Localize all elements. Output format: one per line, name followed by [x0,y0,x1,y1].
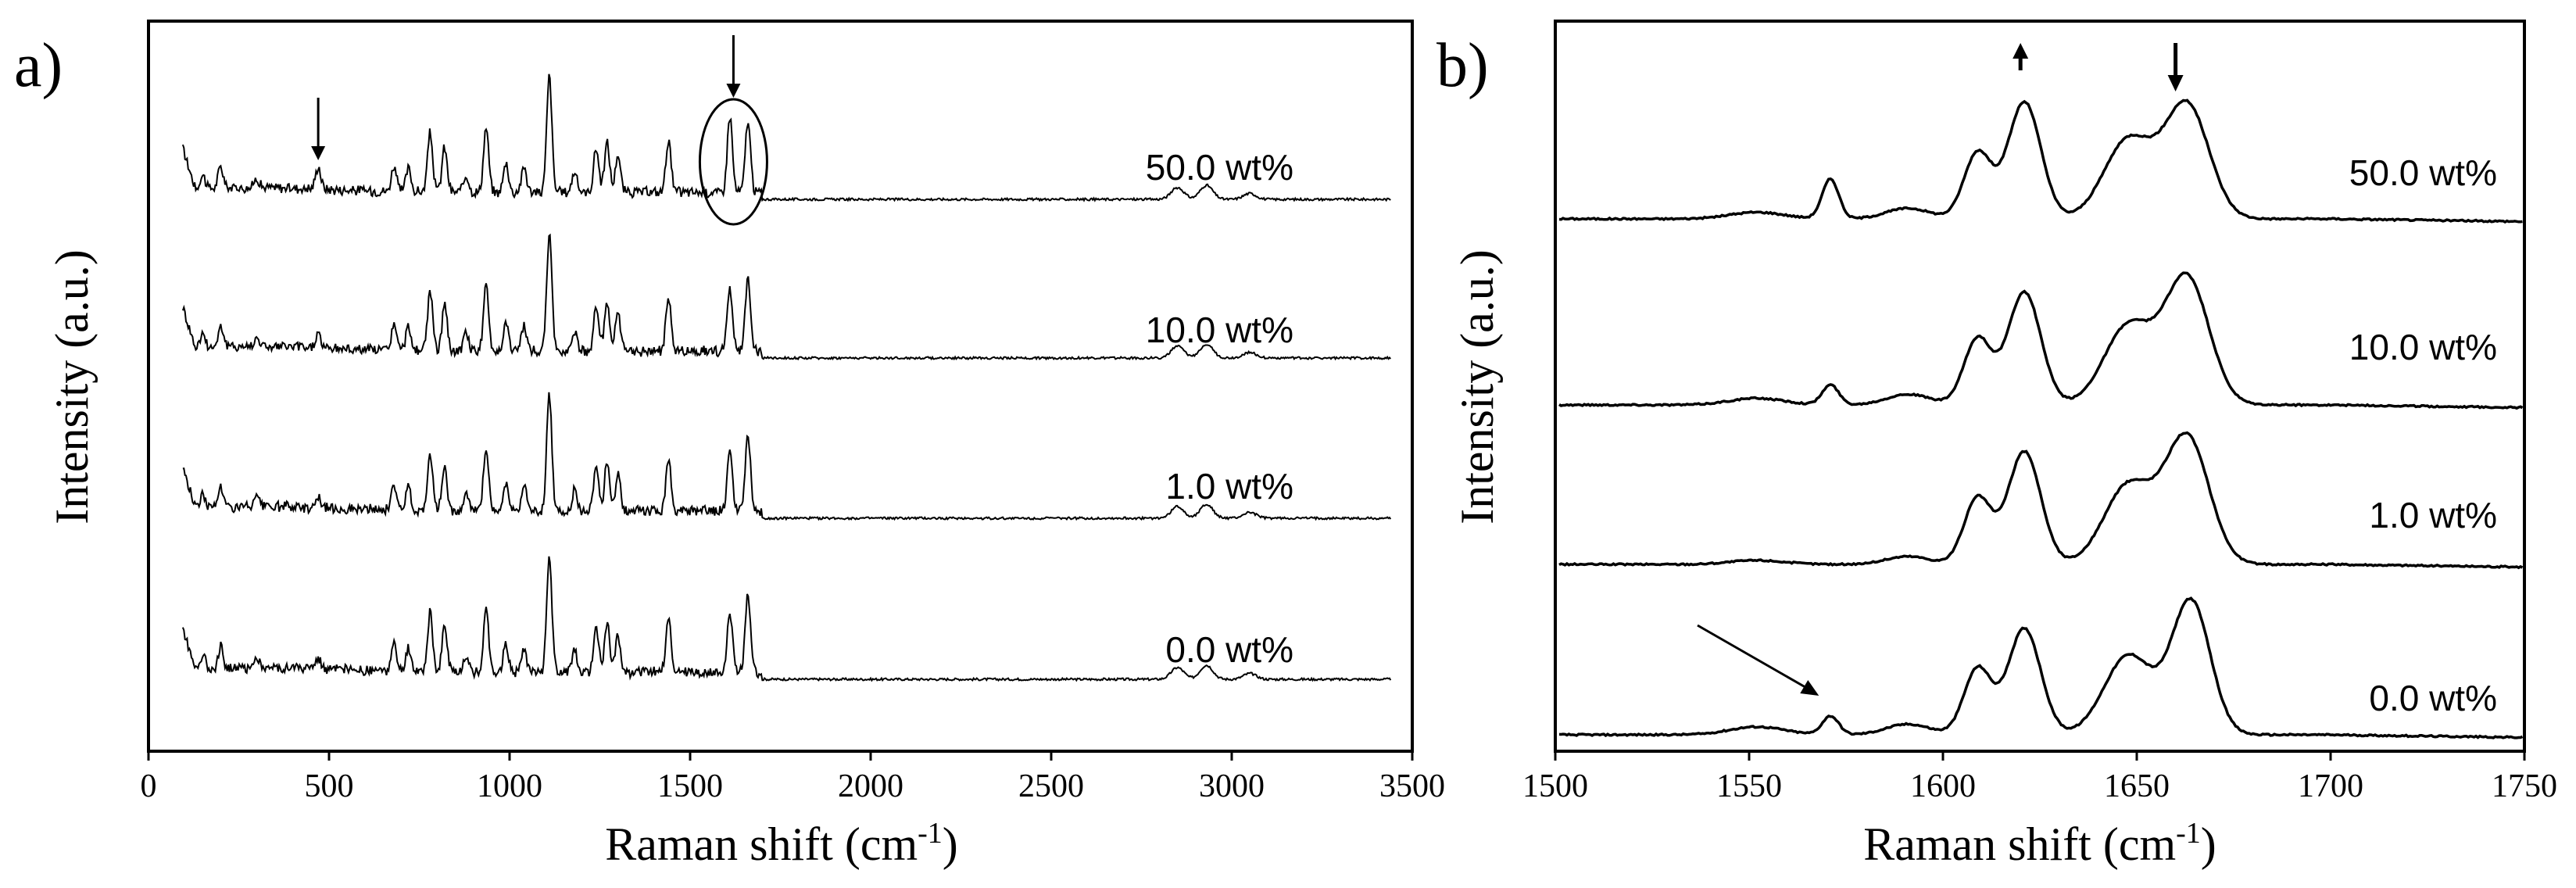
x-tick-label: 0 [141,768,157,804]
panel-b: b) Intensity (a.u.) Raman shift (cm-1) 1… [1436,20,2557,870]
panel-a-x-ticks: 0 500 1000 1500 2000 2500 3000 3500 [141,751,1445,804]
x-tick-label: 1500 [657,768,723,804]
x-tick-label: 1000 [477,768,542,804]
x-tick-label: 1500 [1522,768,1588,804]
annotation-arrow-up-head [2012,43,2029,59]
series-label: 10.0 wt% [2349,327,2497,367]
spectrum-line [181,556,1392,682]
panel-a-label: a) [14,31,63,100]
annotation-arrow-down-head [2167,75,2184,91]
series-label: 1.0 wt% [1165,466,1293,507]
series-label: 10.0 wt% [1146,310,1293,350]
panel-a-xlabel: Raman shift (cm-1) [605,817,958,870]
annotation-arrow-diagonal-head [1800,680,1819,696]
panel-b-annotations [1697,43,2184,696]
series-label: 0.0 wt% [1165,629,1293,670]
panel-b-ylabel: Intensity (a.u.) [1451,249,1503,525]
x-tick-label: 3000 [1199,768,1265,804]
panel-b-series-labels: 50.0 wt% 10.0 wt% 1.0 wt% 0.0 wt% [2349,152,2497,718]
panel-b-series [1558,98,2524,739]
x-tick-label: 1750 [2492,768,2557,804]
panel-b-frame [1554,20,2526,753]
annotation-ellipse [698,98,768,226]
panel-b-label: b) [1436,31,1489,100]
annotation-arrow-diagonal [1697,624,1809,690]
panel-a-ylabel: Intensity (a.u.) [46,249,98,525]
x-tick-label: 1650 [2104,768,2170,804]
panel-a-series [181,73,1392,682]
panel-a: a) Intensity (a.u.) Raman shift (cm-1) 0… [14,20,1445,870]
spectrum-line [181,73,1391,202]
series-label: 0.0 wt% [2369,678,2497,718]
spectrum-line [182,392,1392,521]
panel-a-annotations [311,35,768,226]
x-tick-label: 1700 [2298,768,2363,804]
x-tick-label: 1600 [1910,768,1976,804]
x-tick-label: 2500 [1018,768,1084,804]
annotation-arrow-down-head [311,146,326,160]
series-label: 50.0 wt% [1146,147,1293,188]
x-tick-label: 2000 [838,768,903,804]
x-tick-label: 500 [305,768,354,804]
spectrum-line [1558,431,2524,570]
annotation-arrow-down-head [726,84,741,98]
spectrum-line [1558,98,2523,224]
panel-a-frame [147,20,1414,753]
series-label: 50.0 wt% [2349,152,2497,193]
spectrum-line [181,233,1392,361]
x-tick-label: 1550 [1716,768,1782,804]
series-label: 1.0 wt% [2369,495,2497,535]
spectrum-line [1558,596,2524,739]
panel-b-xlabel: Raman shift (cm-1) [1863,817,2216,870]
spectrum-line [1558,271,2524,410]
panel-a-series-labels: 50.0 wt% 10.0 wt% 1.0 wt% 0.0 wt% [1146,147,1293,670]
panel-b-x-ticks: 1500 1550 1600 1650 1700 1750 [1522,751,2557,804]
x-tick-label: 3500 [1379,768,1445,804]
